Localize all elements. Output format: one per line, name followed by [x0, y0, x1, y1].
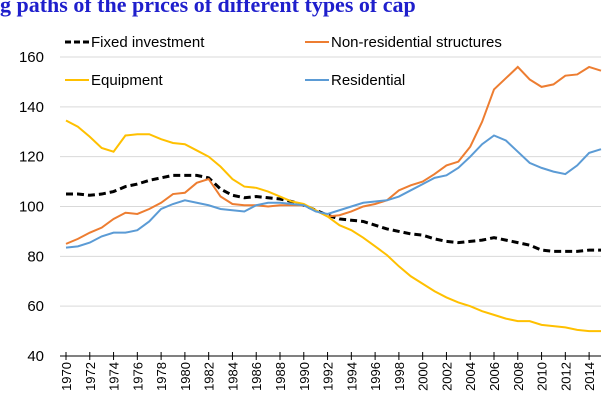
x-tick-label: 1998 — [392, 362, 407, 391]
x-tick-label: 1970 — [59, 362, 74, 391]
line-series — [66, 173, 601, 253]
line-series — [65, 119, 601, 333]
legend-label: Residential — [331, 72, 405, 89]
legend-label: Fixed investment — [91, 34, 205, 51]
x-tick-label: 1990 — [297, 362, 312, 391]
line-series — [65, 134, 602, 249]
x-tick-label: 2010 — [535, 362, 550, 391]
y-tick-label: 160 — [19, 49, 44, 66]
x-tick-label: 2004 — [463, 362, 478, 391]
x-tick-label: 1974 — [107, 362, 122, 391]
y-tick-label: 140 — [19, 99, 44, 116]
y-tick-label: 100 — [19, 199, 44, 216]
x-tick-label: 1994 — [344, 362, 359, 391]
legend-label: Non-residential structures — [331, 34, 502, 51]
y-tick-label: 120 — [19, 149, 44, 166]
x-tick-label: 1988 — [273, 362, 288, 391]
y-tick-label: 40 — [27, 348, 44, 365]
x-tick-label: 2006 — [487, 362, 502, 391]
x-tick-label: 1972 — [83, 362, 98, 391]
x-tick-label: 2002 — [439, 362, 454, 391]
y-tick-label: 60 — [27, 298, 44, 315]
x-tick-label: 1980 — [178, 362, 193, 391]
x-tick-label: 2014 — [582, 362, 597, 391]
x-tick-label: 1992 — [321, 362, 336, 391]
x-tick-label: 2000 — [416, 362, 431, 391]
line-series — [65, 65, 602, 245]
x-tick-label: 2008 — [511, 362, 526, 391]
legend-label: Equipment — [91, 72, 164, 89]
x-tick-label: 1978 — [154, 362, 169, 391]
x-tick-label: 1982 — [202, 362, 217, 391]
x-tick-label: 1986 — [249, 362, 264, 391]
chart-title: g paths of the prices of different types… — [0, 0, 416, 17]
x-tick-label: 1996 — [368, 362, 383, 391]
x-tick-label: 2012 — [558, 362, 573, 391]
x-tick-label: 1984 — [225, 362, 240, 391]
y-tick-label: 80 — [27, 248, 44, 265]
x-tick-label: 1976 — [130, 362, 145, 391]
